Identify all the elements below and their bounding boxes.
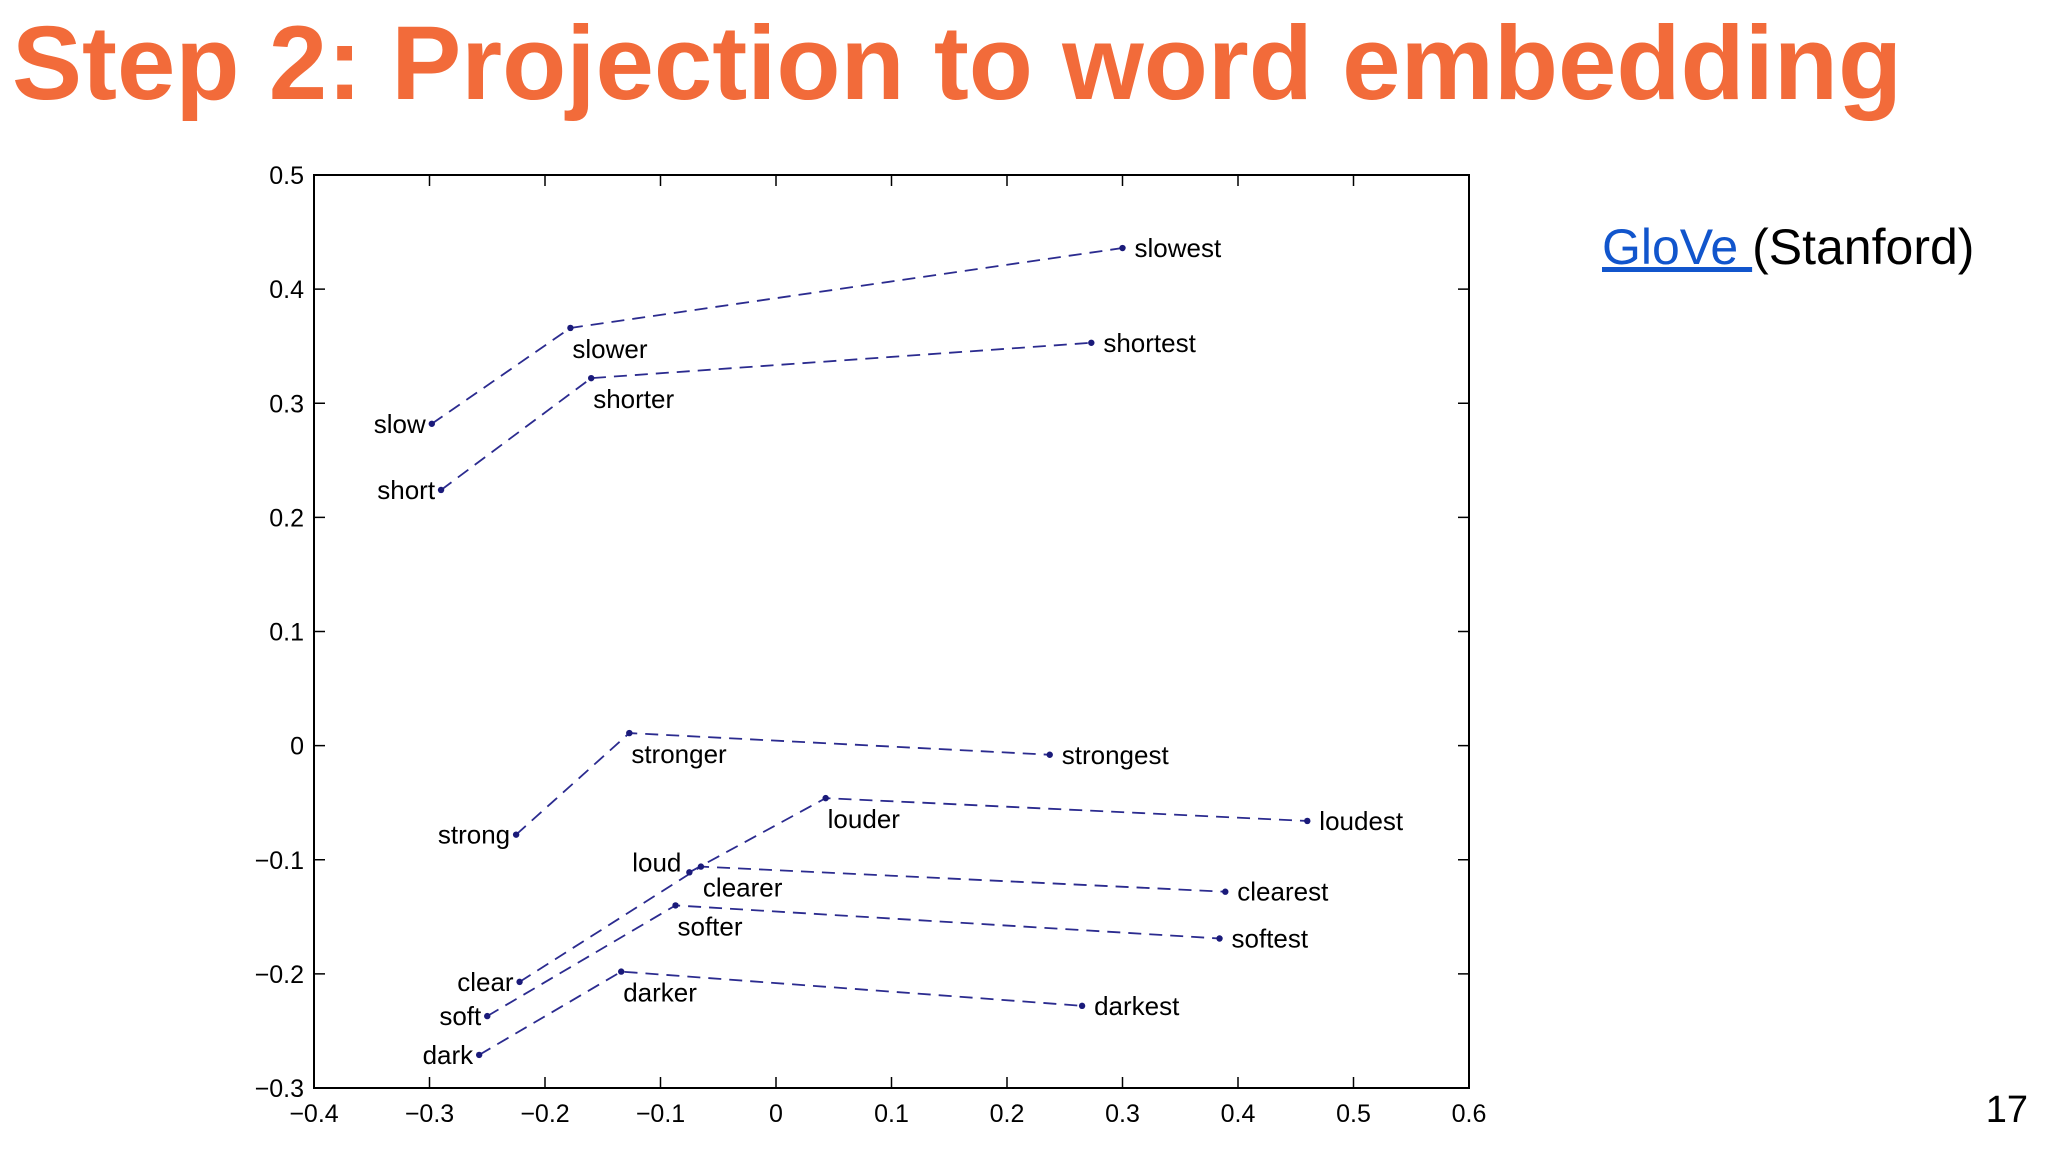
y-tick-label: −0.2: [255, 961, 304, 989]
label-softer: softer: [678, 911, 743, 941]
label-dark: dark: [423, 1040, 475, 1070]
label-short: short: [377, 475, 436, 505]
source-suffix: (Stanford): [1752, 219, 1975, 275]
label-strong: strong: [438, 820, 510, 850]
point-clear: [516, 978, 523, 986]
series-line-dark: [478, 970, 1083, 1056]
x-tick-label: −0.3: [405, 1100, 454, 1128]
series-line-strong: [515, 732, 1050, 836]
glove-link[interactable]: GloVe: [1602, 219, 1753, 275]
y-tick-label: 0.5: [269, 162, 304, 190]
source-note: GloVe (Stanford): [1602, 218, 1974, 276]
point-shorter: [588, 374, 595, 382]
x-tick-label: 0.3: [1105, 1100, 1140, 1128]
label-darker: darker: [623, 978, 697, 1008]
label-loudest: loudest: [1319, 806, 1404, 836]
point-strong: [512, 831, 520, 838]
point-slowest: [1119, 244, 1126, 252]
label-softest: softest: [1232, 923, 1309, 953]
point-dark: [475, 1051, 483, 1059]
x-tick-label: 0.4: [1221, 1100, 1256, 1128]
x-tick-label: 0.6: [1452, 1100, 1487, 1128]
x-tick-label: −0.4: [289, 1100, 338, 1128]
label-strongest: strongest: [1062, 740, 1170, 770]
label-stronger: stronger: [631, 739, 727, 769]
y-tick-label: 0.1: [269, 619, 304, 647]
point-strongest: [1046, 751, 1053, 758]
point-clearest: [1222, 888, 1229, 895]
label-shortest: shortest: [1103, 328, 1196, 358]
label-soft: soft: [439, 1001, 482, 1031]
y-tick-label: −0.3: [255, 1075, 304, 1103]
label-slow: slow: [374, 409, 426, 439]
y-tick-label: 0.2: [269, 504, 304, 532]
x-tick-label: 0.1: [874, 1100, 909, 1128]
label-darkest: darkest: [1094, 991, 1180, 1021]
page-number: 17: [1985, 1089, 2028, 1131]
label-loud: loud: [632, 847, 681, 877]
point-slower: [567, 324, 574, 332]
label-slower: slower: [572, 334, 647, 364]
series-line-loud: [688, 797, 1308, 874]
point-shortest: [1088, 339, 1095, 346]
x-tick-label: −0.2: [520, 1100, 569, 1128]
point-softer: [672, 902, 679, 909]
y-tick-label: −0.1: [255, 847, 304, 875]
point-darkest: [1078, 1002, 1086, 1010]
point-softest: [1216, 935, 1223, 942]
x-tick-label: −0.1: [636, 1100, 685, 1128]
label-louder: louder: [828, 804, 901, 834]
point-soft: [484, 1012, 491, 1020]
label-shorter: shorter: [593, 384, 674, 414]
point-stronger: [626, 729, 633, 737]
y-tick-label: 0.4: [269, 276, 304, 304]
series-line-short: [440, 341, 1092, 491]
x-tick-label: 0.2: [990, 1100, 1025, 1128]
point-loud: [686, 869, 693, 876]
series-line-clear: [519, 865, 1226, 983]
label-slowest: slowest: [1135, 233, 1222, 263]
x-tick-label: 0.5: [1336, 1100, 1371, 1128]
y-tick-label: 0: [290, 733, 304, 761]
slide-title: Step 2: Projection to word embedding: [12, 5, 1903, 122]
point-slow: [428, 420, 436, 427]
label-clear: clear: [457, 967, 514, 997]
label-clearest: clearest: [1237, 877, 1329, 907]
series-line-slow: [431, 247, 1123, 425]
point-clearer: [697, 863, 705, 870]
label-clearer: clearer: [703, 873, 783, 903]
point-short: [437, 486, 445, 494]
point-loudest: [1304, 817, 1311, 825]
point-louder: [822, 794, 829, 802]
x-tick-label: 0: [769, 1100, 783, 1128]
point-darker: [618, 968, 625, 975]
y-tick-label: 0.3: [269, 390, 304, 418]
